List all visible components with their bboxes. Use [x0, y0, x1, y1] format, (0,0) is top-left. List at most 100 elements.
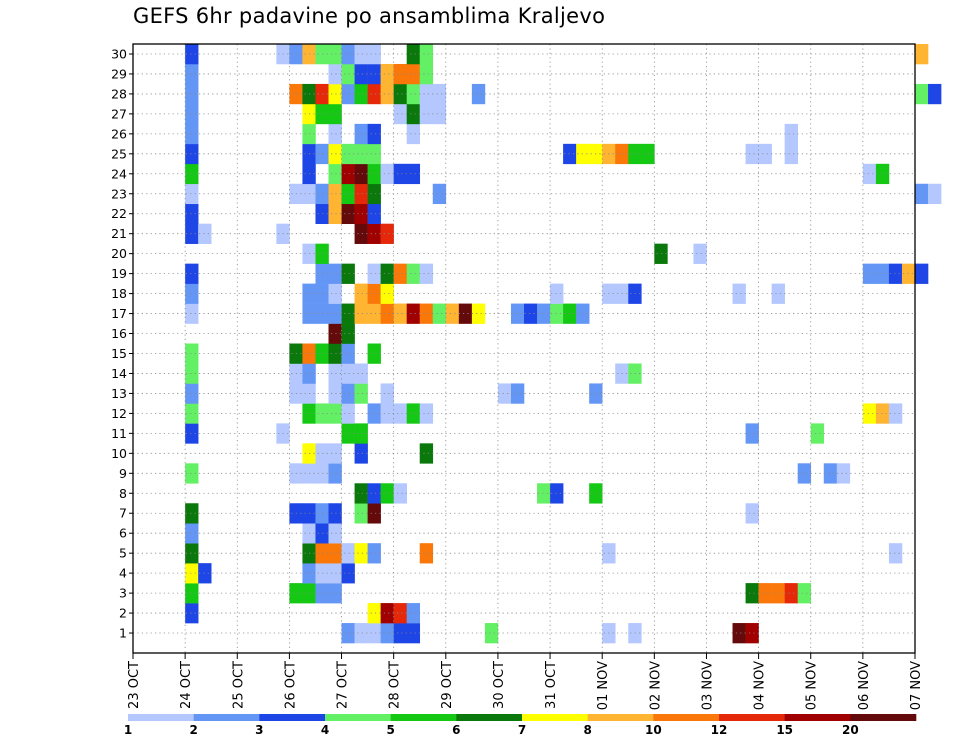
cell-member-19: [328, 263, 342, 284]
cell-member-28: [341, 83, 355, 105]
cell-member-26: [185, 123, 199, 145]
cell-member-24: [185, 163, 199, 185]
cell-member-16: [328, 323, 342, 344]
cell-member-4: [198, 563, 212, 584]
cell-member-29: [341, 63, 355, 85]
cell-member-29: [393, 63, 407, 85]
cell-member-18: [550, 283, 564, 304]
cell-member-8: [550, 483, 564, 504]
colorbar-label: 10: [645, 723, 662, 737]
cell-member-23: [354, 183, 368, 205]
cell-member-2: [406, 603, 421, 624]
cell-member-21: [185, 223, 199, 244]
y-tick-label: 2: [119, 606, 127, 621]
cell-member-26: [367, 123, 381, 145]
cell-member-30: [315, 44, 329, 65]
y-tick-label: 29: [111, 66, 127, 81]
cell-member-22: [354, 203, 368, 225]
x-tick-label: 23 OCT: [127, 661, 142, 709]
cell-member-25: [758, 143, 772, 165]
cell-member-28: [328, 83, 342, 105]
cell-member-30: [406, 44, 421, 65]
cell-member-1: [732, 623, 746, 644]
colorbar-swatch: [259, 714, 326, 721]
colorbar-swatch: [193, 714, 260, 721]
cell-member-27: [315, 103, 329, 125]
x-tick-label: 26 OCT: [283, 661, 298, 709]
cell-member-15: [341, 343, 355, 364]
cell-member-28: [393, 83, 407, 105]
colorbar-swatch: [850, 714, 917, 721]
cell-member-12: [419, 403, 434, 424]
cell-member-18: [771, 283, 785, 304]
cell-member-28: [315, 83, 329, 105]
cell-member-3: [797, 583, 812, 604]
colorbar-label: 15: [776, 723, 793, 737]
cell-member-3: [784, 583, 798, 604]
cell-member-1: [745, 623, 759, 644]
cell-member-18: [367, 283, 381, 304]
cell-member-5: [419, 543, 434, 564]
cell-member-17: [419, 303, 434, 324]
cell-member-25: [367, 143, 381, 165]
cell-member-23: [928, 183, 942, 205]
cell-member-12: [185, 403, 199, 424]
cell-member-17: [380, 303, 394, 324]
cell-member-29: [406, 63, 421, 85]
cell-member-7: [354, 503, 368, 524]
cell-member-5: [185, 543, 199, 564]
cell-member-10: [328, 443, 342, 464]
y-tick-label: 14: [111, 366, 127, 381]
cell-member-14: [328, 363, 342, 384]
y-tick-label: 16: [111, 326, 127, 341]
colorbar-swatch: [325, 714, 391, 721]
cell-member-21: [380, 223, 394, 244]
cell-member-15: [185, 343, 199, 364]
colorbar-swatch: [653, 714, 720, 721]
y-tick-label: 21: [111, 226, 127, 241]
colorbar-label: 7: [518, 723, 526, 737]
cell-member-24: [406, 163, 421, 185]
cell-member-30: [354, 44, 368, 65]
cell-member-23: [328, 183, 342, 205]
cell-member-17: [367, 303, 381, 324]
cell-member-14: [185, 363, 199, 384]
cell-member-29: [380, 63, 394, 85]
cell-member-17: [341, 303, 355, 324]
cell-member-9: [797, 463, 812, 484]
cell-member-13: [328, 383, 342, 404]
cell-member-30: [341, 44, 355, 65]
cell-member-24: [393, 163, 407, 185]
cell-member-4: [185, 563, 199, 584]
y-tick-label: 27: [111, 106, 127, 121]
cell-member-8: [380, 483, 394, 504]
cell-member-12: [328, 403, 342, 424]
cell-member-17: [432, 303, 447, 324]
cell-member-5: [328, 543, 342, 564]
x-tick-label: 05 NOV: [805, 661, 820, 710]
cell-member-9: [315, 463, 329, 484]
y-tick-label: 7: [119, 506, 127, 521]
cell-member-17: [510, 303, 525, 324]
cell-member-28: [928, 83, 942, 105]
cell-member-7: [315, 503, 329, 524]
ticks-layer: 1234567891011121314151617181920212223242…: [111, 46, 924, 710]
cell-member-21: [354, 223, 368, 244]
cell-member-18: [185, 283, 199, 304]
x-tick-label: 24 OCT: [179, 661, 194, 709]
y-tick-label: 11: [111, 426, 127, 441]
cell-member-17: [537, 303, 551, 324]
cell-member-20: [654, 243, 668, 264]
cell-member-26: [328, 123, 342, 145]
cell-member-1: [341, 623, 355, 644]
cell-member-17: [550, 303, 564, 324]
y-tick-label: 1: [119, 626, 127, 641]
y-tick-label: 13: [111, 386, 127, 401]
y-tick-label: 15: [111, 346, 127, 361]
cell-member-30: [185, 44, 199, 65]
y-tick-label: 20: [111, 246, 127, 261]
cell-member-8: [354, 483, 368, 504]
cell-member-13: [354, 383, 368, 404]
cell-member-17: [471, 303, 486, 324]
